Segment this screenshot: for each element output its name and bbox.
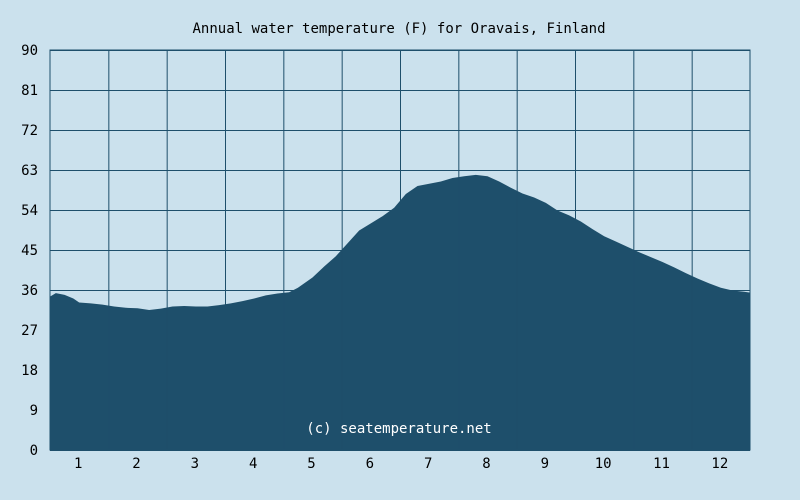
x-tick-label: 3 <box>191 456 199 472</box>
y-tick-label: 36 <box>21 283 38 299</box>
y-tick-label: 27 <box>21 323 38 339</box>
y-tick-label: 9 <box>30 403 38 419</box>
x-tick-label: 8 <box>482 456 490 472</box>
x-tick-label: 2 <box>132 456 140 472</box>
plot-area <box>49 49 751 451</box>
x-tick-label: 5 <box>307 456 315 472</box>
y-tick-label: 45 <box>21 243 38 259</box>
x-tick-label: 6 <box>366 456 374 472</box>
y-tick-label: 54 <box>21 203 38 219</box>
y-tick-label: 0 <box>30 443 38 459</box>
y-axis-ticks: 0 9 18 27 36 45 54 63 72 81 90 <box>21 43 38 459</box>
x-axis-ticks: 1 2 3 4 5 6 7 8 9 10 11 12 <box>74 456 728 472</box>
y-tick-label: 72 <box>21 123 38 139</box>
watermark-text: (c) seatemperature.net <box>306 421 491 437</box>
y-tick-label: 18 <box>21 363 38 379</box>
x-tick-label: 12 <box>711 456 728 472</box>
x-tick-label: 10 <box>595 456 612 472</box>
y-tick-label: 81 <box>21 83 38 99</box>
x-tick-label: 7 <box>424 456 432 472</box>
x-tick-label: 9 <box>541 456 549 472</box>
y-tick-label: 90 <box>21 43 38 59</box>
x-tick-label: 4 <box>249 456 257 472</box>
x-tick-label: 1 <box>74 456 82 472</box>
chart-title: Annual water temperature (F) for Oravais… <box>192 21 605 37</box>
plot-border <box>49 49 751 451</box>
x-tick-label: 11 <box>653 456 670 472</box>
y-tick-label: 63 <box>21 163 38 179</box>
